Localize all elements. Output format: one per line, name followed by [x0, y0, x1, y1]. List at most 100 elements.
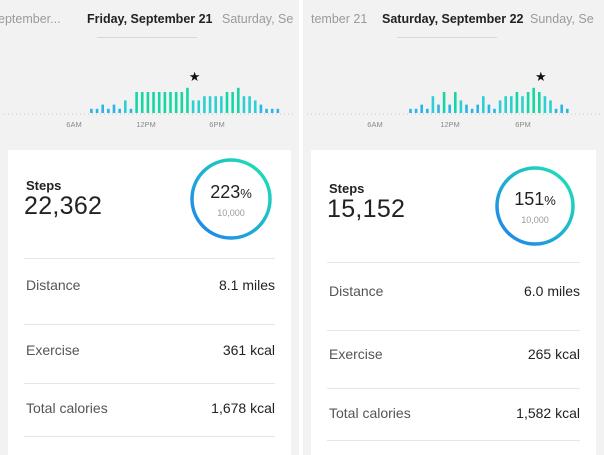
- chart-bar: [532, 87, 535, 113]
- row-distance: Distance 6.0 miles: [327, 283, 580, 303]
- chart-bar: [208, 96, 212, 113]
- chart-bar: [129, 108, 133, 113]
- chart-bar: [259, 104, 263, 113]
- chart-bar: [448, 104, 451, 113]
- tab-next-day[interactable]: Saturday, Se: [222, 12, 294, 26]
- goal-ring[interactable]: 151% 10,000: [492, 163, 578, 249]
- chart-bar: [191, 100, 195, 113]
- tab-previous-day[interactable]: eptember...: [0, 12, 61, 26]
- chart-bar: [276, 108, 280, 113]
- screen-divider: [299, 0, 303, 455]
- chart-bar: [426, 108, 429, 113]
- tab-previous-day[interactable]: tember 21: [311, 12, 368, 26]
- x-tick-label: 12PM: [136, 120, 156, 129]
- chart-bar: [180, 92, 184, 113]
- chart-bar: [118, 108, 121, 113]
- row-label: Total calories: [26, 400, 108, 416]
- chart-bar: [214, 96, 217, 113]
- tab-next-day[interactable]: Sunday, Se: [530, 12, 594, 26]
- divider: [24, 324, 275, 325]
- chart-bar: [409, 108, 412, 113]
- x-tick-label: 6AM: [66, 120, 81, 129]
- steps-label: Steps: [26, 178, 62, 193]
- steps-label: Steps: [329, 181, 365, 196]
- ring-goal: 10,000: [521, 215, 549, 225]
- tab-current-day[interactable]: Friday, September 21: [87, 12, 213, 26]
- chart-bar: [90, 108, 93, 113]
- tab-current-day[interactable]: Saturday, September 22: [382, 12, 524, 26]
- divider: [24, 436, 275, 437]
- chart-bar: [146, 92, 150, 113]
- ring-percent: 151%: [514, 189, 556, 209]
- chart-bar: [270, 108, 274, 113]
- row-value: 8.1 miles: [218, 277, 275, 293]
- goal-ring[interactable]: 223% 10,000: [188, 156, 274, 242]
- row-exercise: Exercise 361 kcal: [24, 342, 275, 362]
- chart-bar: [526, 92, 530, 113]
- row-label: Distance: [26, 277, 81, 293]
- divider: [327, 330, 580, 331]
- row-total-calories: Total calories 1,582 kcal: [327, 405, 580, 425]
- chart-bar: [101, 104, 104, 113]
- tab-underline: [97, 37, 197, 38]
- chart-bar: [554, 108, 558, 113]
- chart-bar: [112, 104, 116, 113]
- x-tick-label: 6PM: [209, 120, 224, 129]
- hourly-steps-chart: ★ 6AM 12PM 6PM: [4, 70, 295, 129]
- hourly-steps-chart: ★ 6AM 12PM 6PM: [307, 70, 600, 129]
- chart-bar: [510, 96, 513, 113]
- steps-value: 15,152: [327, 195, 406, 223]
- chart-bar: [493, 108, 496, 113]
- row-label: Exercise: [329, 346, 383, 362]
- x-tick-label: 12PM: [440, 120, 460, 129]
- chart-bar: [248, 96, 251, 113]
- chart-bar: [566, 108, 569, 113]
- row-value: 1,678 kcal: [211, 400, 275, 416]
- chart-bar: [197, 100, 201, 113]
- divider: [24, 258, 275, 259]
- chart-bar: [265, 108, 268, 113]
- chart-bar: [437, 104, 440, 113]
- chart-bar: [431, 96, 435, 113]
- row-label: Exercise: [26, 342, 80, 358]
- chart-bar: [174, 92, 178, 113]
- chart-bar: [242, 96, 246, 113]
- tab-underline: [397, 37, 497, 38]
- chart-bar: [124, 100, 127, 113]
- chart-bar: [237, 87, 240, 113]
- chart-bar: [454, 92, 457, 113]
- row-value: 361 kcal: [222, 342, 275, 358]
- peak-star-icon: ★: [535, 70, 547, 85]
- day-view-right: tember 21 Saturday, September 22 Sunday,…: [303, 0, 604, 455]
- row-value: 265 kcal: [527, 346, 580, 362]
- chart-bar: [203, 96, 206, 113]
- ring-goal: 10,000: [217, 208, 245, 218]
- chart-bar: [414, 108, 418, 113]
- chart-bar: [107, 108, 110, 113]
- day-view-left: eptember... Friday, September 21 Saturda…: [0, 0, 299, 455]
- x-tick-label: 6PM: [515, 120, 530, 129]
- chart-bar: [538, 92, 541, 113]
- chart-bar: [549, 100, 552, 113]
- day-header: tember 21 Saturday, September 22 Sunday,…: [303, 0, 604, 150]
- chart-bar: [152, 92, 155, 113]
- chart-bar: [560, 104, 563, 113]
- date-tabs: eptember... Friday, September 21 Saturda…: [0, 12, 299, 32]
- chart-bar: [420, 104, 423, 113]
- date-tabs: tember 21 Saturday, September 22 Sunday,…: [303, 12, 604, 32]
- chart-bar: [135, 92, 138, 113]
- chart-bar: [442, 92, 446, 113]
- chart-bar: [220, 96, 223, 113]
- chart-bar: [476, 104, 479, 113]
- divider: [24, 383, 275, 384]
- row-label: Total calories: [329, 405, 411, 421]
- ring-progress-icon: [495, 166, 575, 246]
- row-total-calories: Total calories 1,678 kcal: [24, 400, 275, 420]
- chart-bar: [515, 92, 519, 113]
- chart-bar: [253, 100, 257, 113]
- steps-value: 22,362: [24, 192, 103, 220]
- steps-card: Steps 22,362 223% 10,000 Distance: [8, 150, 291, 455]
- chart-bar: [465, 104, 468, 113]
- ring-progress-icon: [190, 158, 272, 240]
